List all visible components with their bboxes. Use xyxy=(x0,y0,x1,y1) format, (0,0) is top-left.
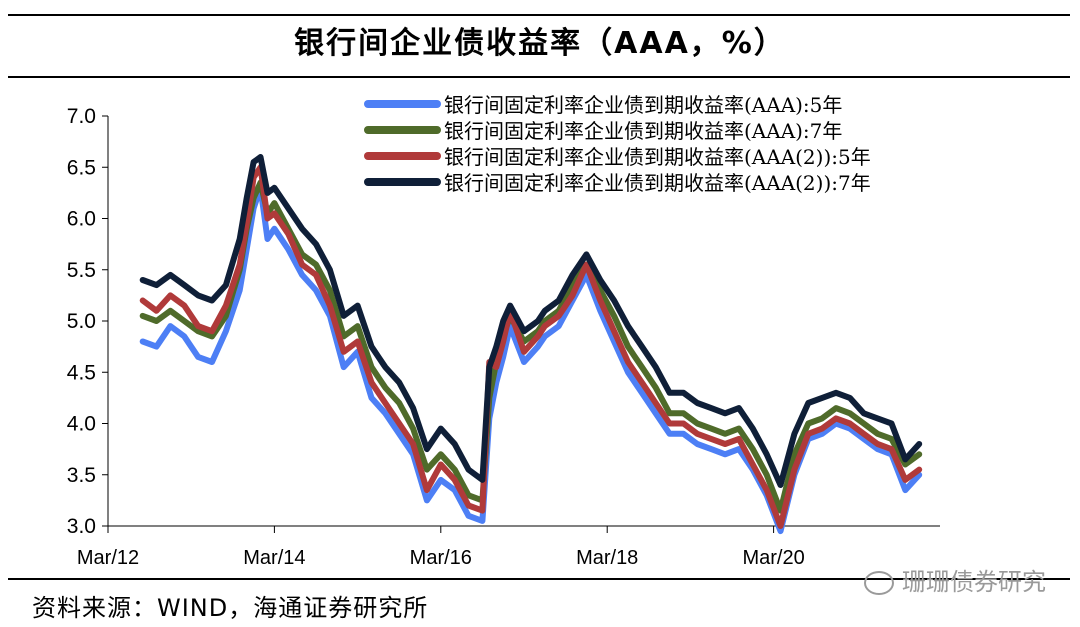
line-chart: 7.0 6.5 6.0 5.5 5.0 4.5 4.0 3.5 3.0 Mar/12 Mar/14 M… xyxy=(67,93,940,569)
y-tick-label: 6.5 xyxy=(67,156,96,179)
top-rule xyxy=(8,14,1070,16)
series-line-1 xyxy=(139,184,923,535)
x-tick-label: Mar/16 xyxy=(410,547,472,569)
legend-label-2: 银行间固定利率企业债到期收益率(AAA):7年 xyxy=(444,119,842,143)
chart-title: 银行间企业债收益率（AAA，%） xyxy=(294,26,786,61)
legend-label-3: 银行间固定利率企业债到期收益率(AAA(2)):5年 xyxy=(444,145,871,169)
y-tick-label: 7.0 xyxy=(67,105,96,128)
x-tick-label: Mar/20 xyxy=(742,547,804,569)
watermark: 珊珊债券研究 xyxy=(864,562,1046,597)
y-tick-label: 5.5 xyxy=(67,259,96,282)
y-tick-label: 3.5 xyxy=(67,464,96,487)
chart-axes: 7.0 6.5 6.0 5.5 5.0 4.5 4.0 3.5 3.0 Mar/12 Mar/14 M… xyxy=(67,105,940,569)
series-line-4 xyxy=(139,154,923,488)
y-tick-label: 6.0 xyxy=(67,208,96,231)
legend-label-1: 银行间固定利率企业债到期收益率(AAA):5年 xyxy=(444,93,842,117)
y-tick-label: 3.0 xyxy=(67,515,96,538)
series-line-3 xyxy=(139,164,923,529)
y-tick-label: 5.0 xyxy=(67,310,96,333)
y-tick-label: 4.5 xyxy=(67,361,96,384)
wechat-icon xyxy=(864,571,894,595)
y-tick-label: 4.0 xyxy=(67,413,96,436)
x-tick-label: Mar/18 xyxy=(576,547,638,569)
x-tick-label: Mar/12 xyxy=(77,547,139,569)
title-rule xyxy=(8,76,1070,78)
source-note: 资料来源：WIND，海通证券研究所 xyxy=(32,594,429,622)
footer-rule xyxy=(8,578,1070,580)
chart-legend: 银行间固定利率企业债到期收益率(AAA):5年银行间固定利率企业债到期收益率(A… xyxy=(364,93,871,195)
watermark-text: 珊珊债券研究 xyxy=(902,568,1046,596)
chart-series xyxy=(139,154,923,535)
legend-label-4: 银行间固定利率企业债到期收益率(AAA(2)):7年 xyxy=(444,171,871,195)
x-tick-label: Mar/14 xyxy=(243,547,305,569)
